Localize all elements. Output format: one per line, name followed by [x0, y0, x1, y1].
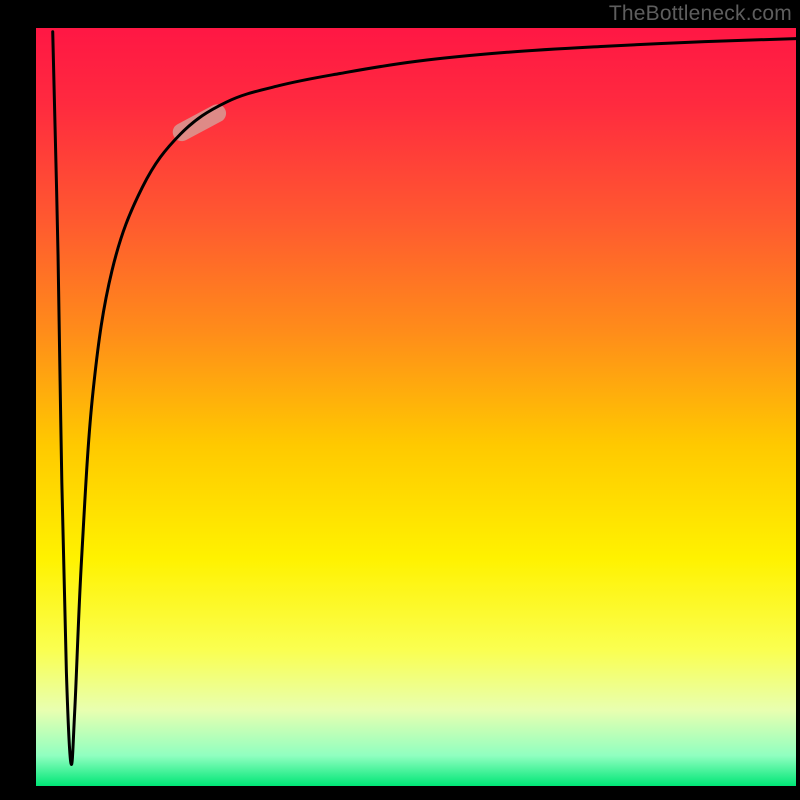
plot-area — [36, 28, 796, 786]
watermark-text: TheBottleneck.com — [609, 2, 792, 26]
chart-container: TheBottleneck.com — [0, 0, 800, 800]
chart-svg — [36, 28, 796, 786]
gradient-background — [36, 28, 796, 786]
